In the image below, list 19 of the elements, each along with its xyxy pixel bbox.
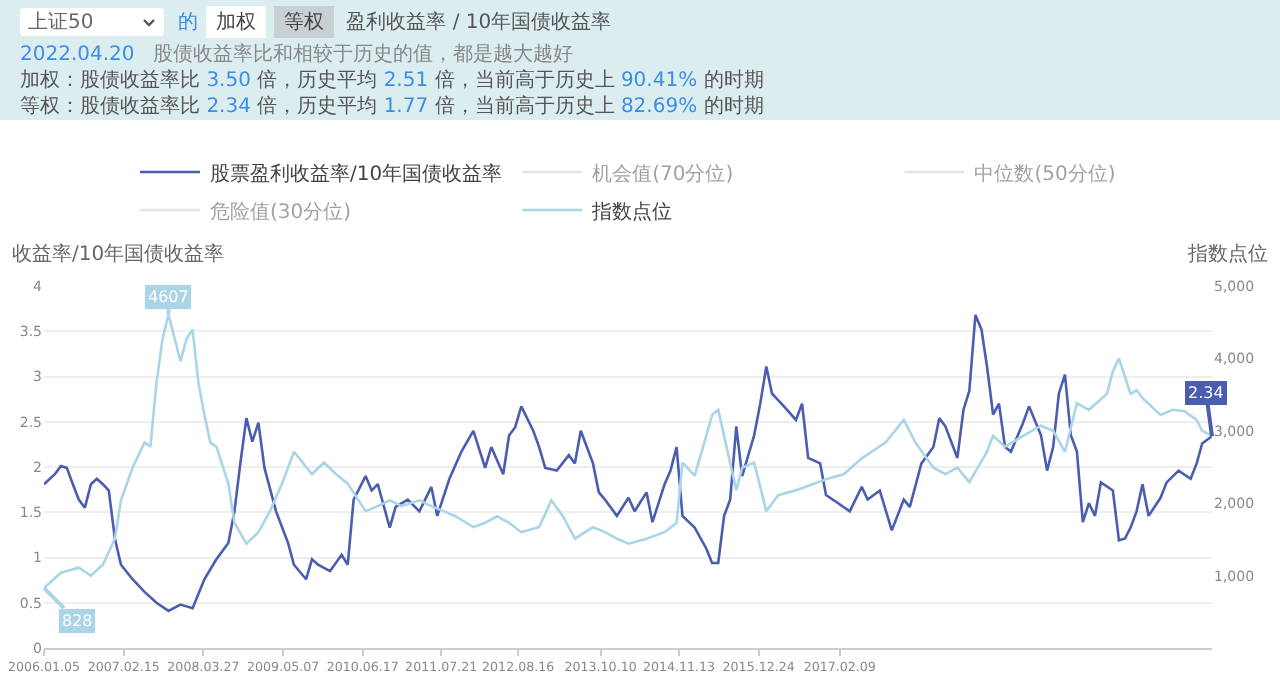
text: 加权	[206, 6, 267, 38]
text: 加权：股债收益率比 3.50 倍，历史平均 2.51 倍，当前高于历史上 90.41% 的时期	[20, 67, 764, 94]
y2-axis-title: 指数点位	[1186, 242, 1268, 266]
text: 2022.04.20	[20, 44, 135, 66]
text: 股债收益率比和相较于历史的值，都是越大越好	[152, 44, 573, 66]
y-axis-title: 收益率/10年国债收益率	[12, 242, 225, 266]
data-label: 828	[62, 612, 93, 630]
text: 的	[178, 12, 199, 34]
text: 上证50	[28, 9, 94, 37]
legend-label: 股票盈利收益率/10年国债收益率	[210, 161, 503, 186]
data-label: 2.34	[1188, 384, 1224, 402]
legend-label: 指数点位	[590, 199, 673, 224]
text: 等权：股债收益率比 2.34 倍，历史平均 1.77 倍，当前高于历史上 82.69% 的时期	[20, 93, 764, 120]
legend-label: 中位数(50分位)	[974, 161, 1116, 186]
legend-label: 机会值(70分位)	[592, 161, 734, 186]
data-label: 4607	[148, 288, 189, 306]
legend-label: 危险值(30分位)	[210, 199, 352, 224]
text: 盈利收益率 / 10年国债收益率	[346, 12, 612, 34]
text: 等权	[274, 6, 335, 38]
